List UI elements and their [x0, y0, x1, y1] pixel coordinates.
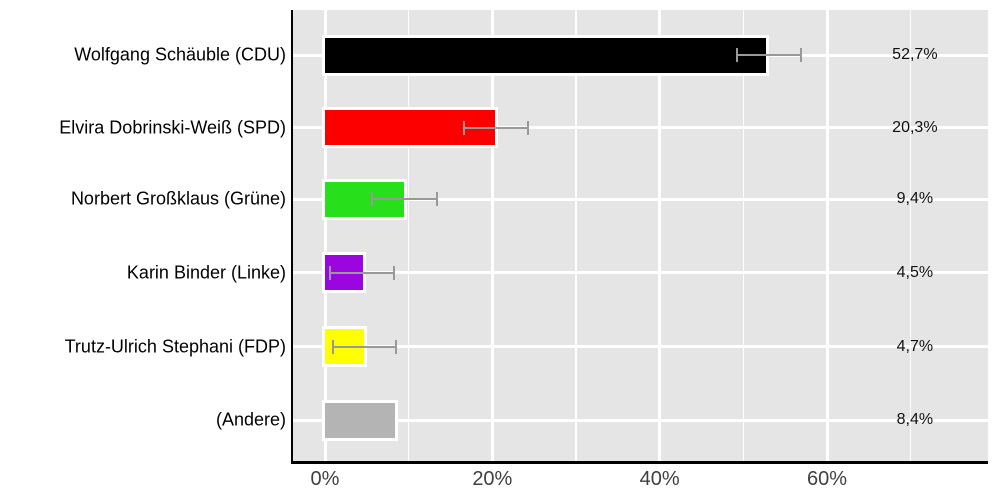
- gridline-vertical-major: [658, 10, 662, 461]
- errorbar-cap-low-fdp: [332, 339, 335, 354]
- bar-cdu: [325, 37, 766, 73]
- errorbar-cap-low-cdu: [735, 48, 738, 62]
- gridline-vertical-minor: [407, 10, 410, 461]
- gridline-horizontal-major: [293, 197, 988, 201]
- x-tick-label-0: 0%: [310, 468, 340, 490]
- errorbar-cap-high-gruene: [436, 192, 439, 206]
- errorbar-cap-high-cdu: [800, 48, 803, 62]
- category-label-andere: (Andere): [215, 409, 286, 430]
- errorbar-cap-high-spd: [527, 120, 530, 135]
- errorbar-line-cdu: [736, 54, 802, 56]
- errorbar-cap-low-gruene: [370, 192, 373, 206]
- x-tick-label-40: 40%: [639, 468, 680, 490]
- x-axis-line: [291, 461, 988, 464]
- value-label-spd: 20,3%: [892, 118, 938, 136]
- errorbar-line-spd: [463, 126, 529, 129]
- gridline-vertical-major: [323, 10, 327, 461]
- category-label-cdu: Wolfgang Schäuble (CDU): [74, 44, 286, 65]
- errorbar-cap-low-spd: [462, 120, 465, 135]
- gridline-vertical-minor: [575, 10, 577, 461]
- errorbar-cap-high-fdp: [395, 339, 398, 354]
- errorbar-line-linke: [330, 271, 395, 274]
- gridline-horizontal-major: [293, 345, 988, 348]
- gridline-vertical-major: [490, 10, 494, 461]
- value-label-gruene: 9,4%: [896, 190, 934, 207]
- category-label-fdp: Trutz-Ulrich Stephani (FDP): [64, 336, 286, 356]
- gridline-vertical-major: [825, 10, 829, 461]
- x-tick-label-20: 20%: [472, 468, 513, 490]
- x-tick-label-60: 60%: [807, 468, 848, 490]
- value-label-andere: 8,4%: [896, 411, 934, 428]
- category-label-gruene: Norbert Großklaus (Grüne): [70, 188, 286, 209]
- value-label-linke: 4,5%: [896, 263, 934, 281]
- gridline-horizontal-major: [293, 271, 988, 274]
- errorbar-cap-low-linke: [329, 265, 332, 280]
- gridline-horizontal-major: [293, 126, 988, 129]
- category-label-spd: Elvira Dobrinski-Weiß (SPD): [59, 117, 286, 137]
- errorbar-line-gruene: [371, 198, 438, 200]
- value-label-cdu: 52,7%: [892, 46, 938, 63]
- value-label-fdp: 4,7%: [896, 337, 934, 355]
- gridline-vertical-minor: [909, 10, 912, 461]
- y-axis-line: [291, 10, 293, 463]
- category-label-linke: Karin Binder (Linke): [126, 262, 286, 282]
- errorbar-line-fdp: [333, 345, 397, 348]
- gridline-horizontal-major: [293, 418, 988, 422]
- gridline-vertical-minor: [742, 10, 745, 461]
- errorbar-cap-high-linke: [393, 265, 396, 280]
- panel-background: [293, 10, 988, 461]
- bar-andere: [325, 402, 396, 438]
- plot-panel: 52,7% 20,3% 9,4% 4,5% 4,7% 8,4%: [293, 10, 988, 461]
